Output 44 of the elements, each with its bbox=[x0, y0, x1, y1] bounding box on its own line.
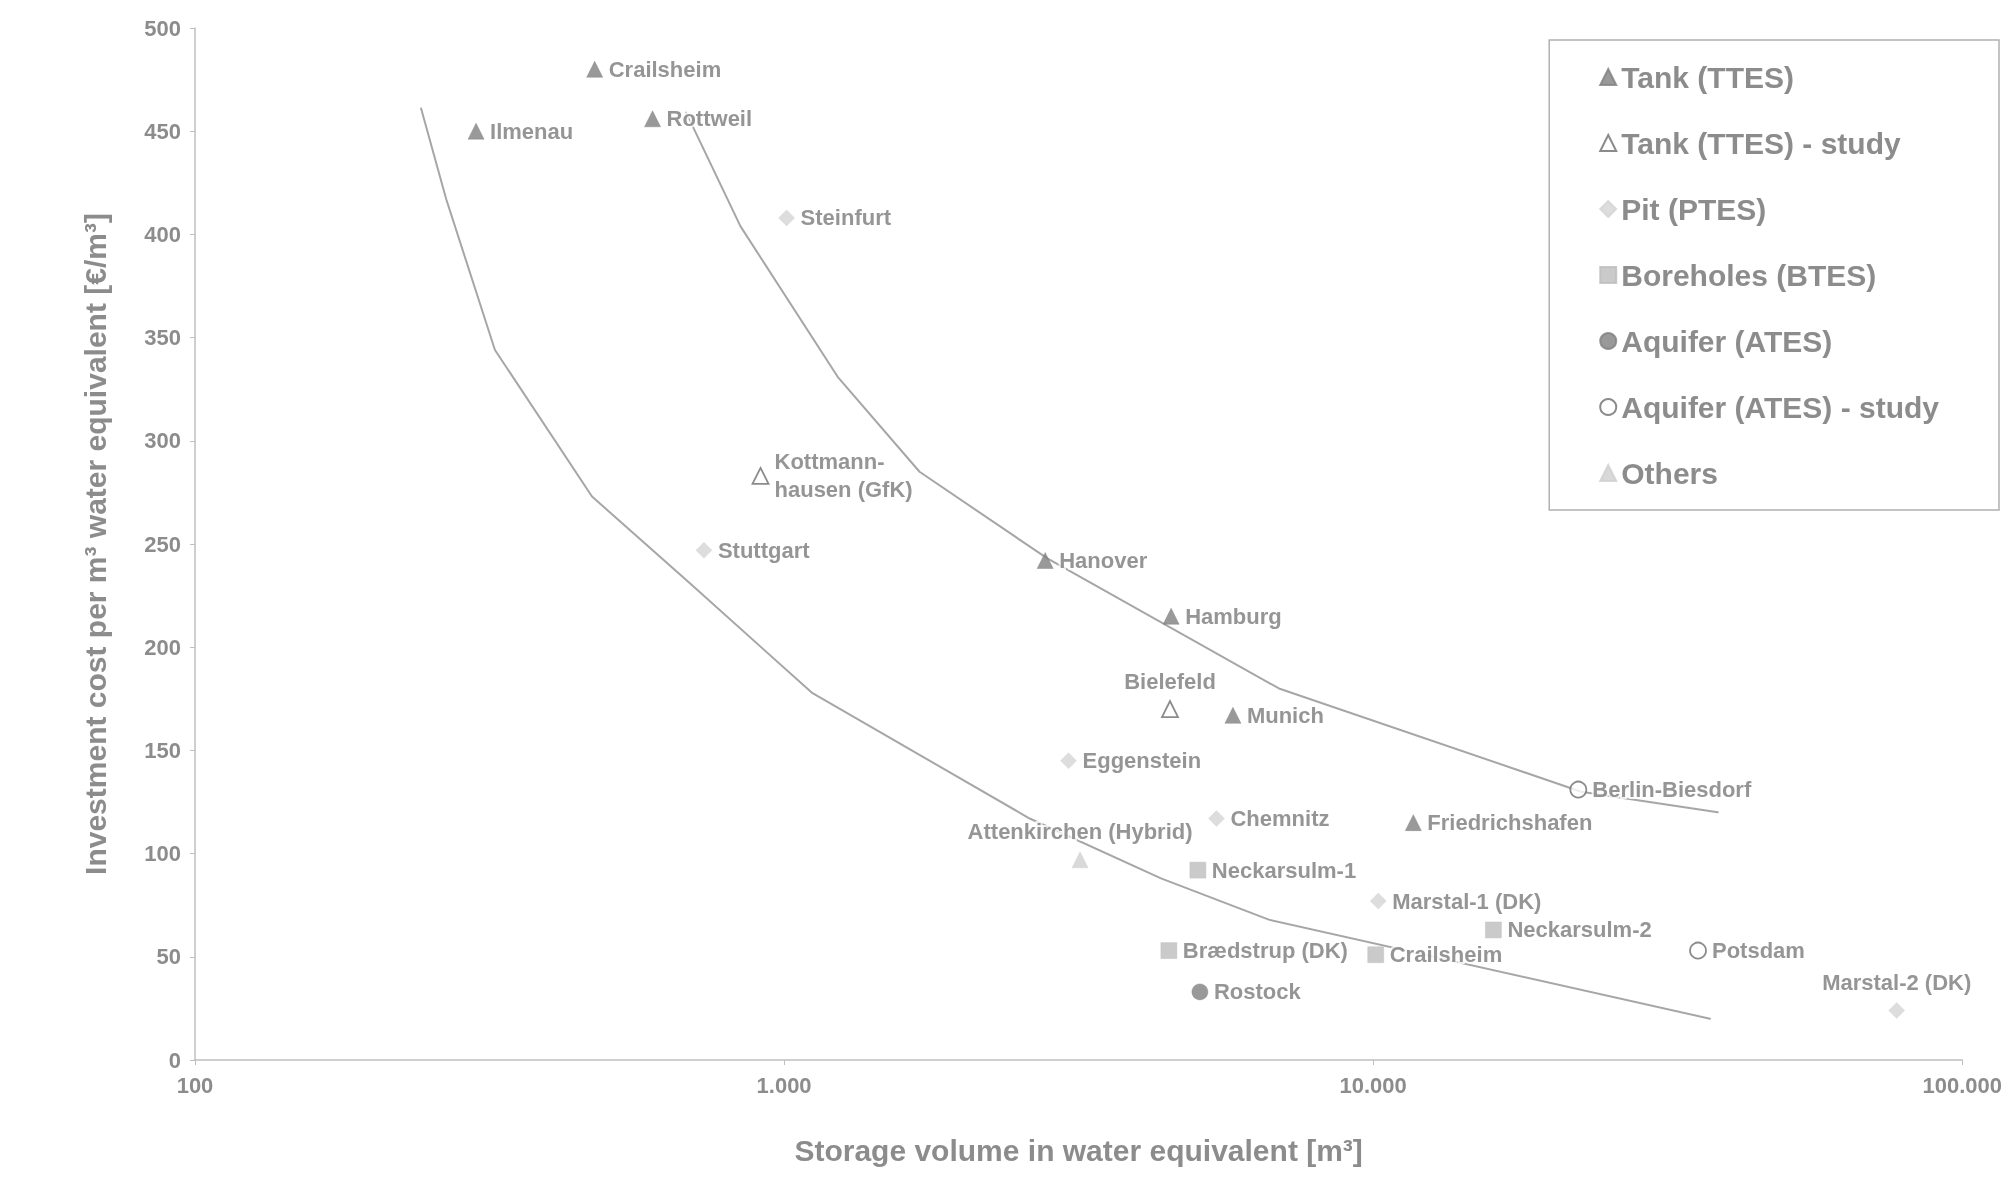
annotation: Bielefeld bbox=[1124, 668, 1216, 694]
x-tick-label: 100 bbox=[176, 1072, 214, 1098]
annotation: Steinfurt bbox=[800, 205, 892, 231]
legend-label: Pit (PTES) bbox=[1621, 192, 1767, 226]
annotation: Marstal-2 (DK) bbox=[1822, 969, 1972, 995]
y-tick-label: 350 bbox=[144, 325, 181, 351]
legend-label: Aquifer (ATES) bbox=[1621, 324, 1833, 358]
x-axis-title: Storage volume in water equivalent [m³] bbox=[794, 1133, 1363, 1167]
annotation: Brædstrup (DK) bbox=[1182, 938, 1348, 964]
y-tick-label: 450 bbox=[144, 118, 181, 144]
annotation: Berlin-Biesdorf bbox=[1592, 777, 1752, 803]
y-axis-title: Investment cost per m³ water equivalent [€/m³] bbox=[78, 213, 112, 875]
legend-label: Aquifer (ATES) - study bbox=[1621, 390, 1940, 424]
annotation: Marstal-1 (DK) bbox=[1392, 888, 1542, 914]
legend-label: Boreholes (BTES) bbox=[1621, 258, 1877, 292]
annotation: Rostock bbox=[1213, 979, 1302, 1005]
y-tick-label: 150 bbox=[144, 737, 181, 763]
annotation: Stuttgart bbox=[717, 537, 811, 563]
y-tick-label: 50 bbox=[156, 944, 181, 970]
y-tick-label: 0 bbox=[168, 1047, 181, 1073]
y-tick-label: 400 bbox=[144, 221, 181, 247]
annotation: Friedrichshafen bbox=[1427, 810, 1593, 836]
x-tick-label: 1.000 bbox=[756, 1072, 812, 1098]
x-tick-label: 100.000 bbox=[1922, 1072, 2002, 1098]
annotation: Neckarsulm-1 bbox=[1211, 857, 1357, 883]
x-tick-label: 10.000 bbox=[1339, 1072, 1407, 1098]
annotation: Eggenstein bbox=[1082, 748, 1202, 774]
annotation: Munich bbox=[1246, 702, 1324, 728]
annotation: Neckarsulm-2 bbox=[1507, 917, 1652, 943]
annotation: Ilmenau bbox=[490, 118, 574, 144]
y-tick-label: 100 bbox=[144, 841, 181, 867]
y-tick-label: 200 bbox=[144, 634, 181, 660]
y-tick-label: 300 bbox=[144, 428, 181, 454]
annotation: Hanover bbox=[1059, 548, 1148, 574]
y-tick-label: 250 bbox=[144, 531, 181, 557]
legend-label: Tank (TTES) bbox=[1621, 60, 1795, 94]
annotation: Chemnitz bbox=[1230, 806, 1330, 832]
legend-label: Others bbox=[1621, 456, 1718, 490]
annotation: Kottmann- hausen (GfK) bbox=[774, 449, 913, 503]
legend-label: Tank (TTES) - study bbox=[1621, 126, 1901, 160]
annotation: Crailsheim bbox=[608, 56, 722, 82]
y-tick-label: 500 bbox=[144, 15, 181, 41]
annotation: Hamburg bbox=[1185, 603, 1282, 629]
annotation: Potsdam bbox=[1712, 938, 1805, 964]
